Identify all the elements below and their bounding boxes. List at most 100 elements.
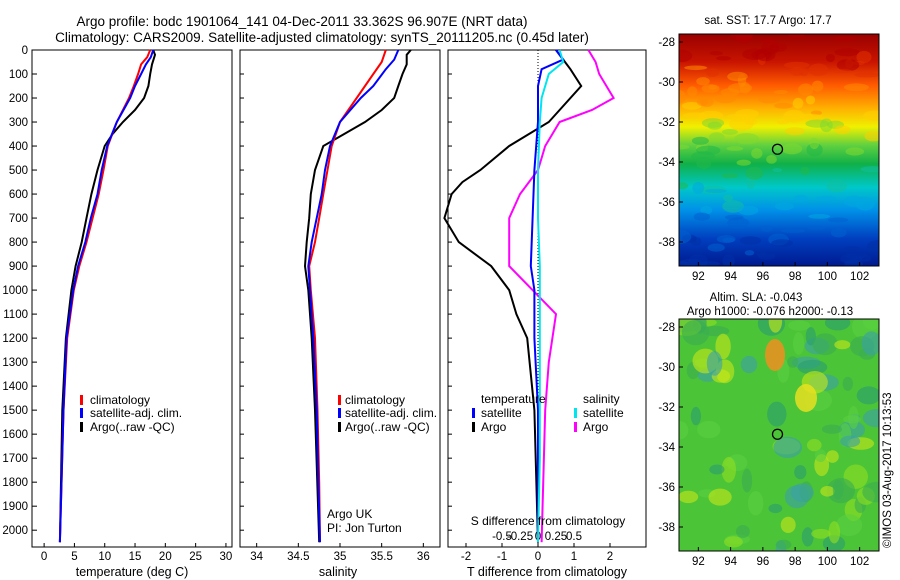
map-x-tick-label: 98: [789, 556, 802, 568]
sla-texture-blob: [801, 527, 814, 547]
map-x-tick-label: 102: [850, 271, 869, 283]
x-tick-label: -1: [497, 551, 507, 563]
x-tick-label: 36: [417, 551, 430, 563]
sla-texture-blob: [828, 521, 841, 544]
depth-tick-label: 500: [9, 165, 28, 177]
sla-map-frame: [678, 318, 880, 552]
sst-texture-blob: [805, 119, 829, 128]
sla-texture-blob: [843, 415, 861, 424]
sst-texture-blob: [783, 109, 805, 123]
legend-swatch-salinity-argo: [574, 422, 577, 432]
sst-texture-blob: [756, 250, 767, 257]
sst-texture-blob: [784, 61, 810, 69]
sst-texture-blob: [758, 96, 780, 104]
sla-map-title-1: Altim. SLA: -0.043: [710, 292, 803, 304]
sla-texture-blob: [824, 319, 851, 331]
sst-texture-blob: [681, 102, 702, 110]
difference-panel-frame: [447, 49, 647, 548]
sst-texture-blob: [679, 258, 702, 266]
sst-texture-blob: [700, 96, 714, 107]
sla-texture-blob: [721, 456, 736, 483]
sst-texture-blob: [863, 110, 879, 121]
sla-map: [679, 319, 879, 551]
sla-texture-blob: [790, 483, 814, 502]
sst-texture-blob: [727, 71, 748, 82]
sst-texture-blob: [716, 56, 732, 61]
sst-texture-blob: [696, 157, 712, 170]
legend-swatch-satellite: [338, 408, 341, 418]
sst-texture-blob: [830, 227, 847, 238]
series-line-satellite: [307, 49, 400, 543]
sst-texture-blob: [700, 205, 713, 215]
sla-texture-blob: [681, 319, 710, 346]
salinity-plot: 34 34.5 35 35.5 36: [250, 49, 430, 563]
sst-texture-blob: [707, 243, 725, 252]
temperature-plot: 0 5 10 15 20 25 30: [41, 49, 233, 563]
legend-label-climatology: climatology: [90, 393, 150, 407]
sla-texture-blob: [773, 436, 802, 458]
sla-texture-blob: [820, 486, 835, 497]
map-x-tick-label: 100: [818, 556, 837, 568]
sst-texture-blob: [816, 195, 837, 202]
sst-texture-blob: [856, 50, 872, 64]
series-line-s-satellite: [537, 49, 565, 543]
sst-texture-blob: [854, 72, 879, 78]
series-line-climatology: [58, 49, 152, 543]
depth-tick-label: 1300: [2, 357, 28, 369]
map-y-tick-label: -30: [658, 77, 675, 89]
map-x-tick-label: 96: [756, 556, 769, 568]
temperature-panel-frame: [31, 49, 233, 548]
x-tick-label: 2: [607, 551, 613, 563]
sla-texture-blob: [706, 351, 723, 376]
s-difference-xlabel: S difference from climatology: [471, 514, 626, 528]
legend-label-salinity-satellite: satellite: [583, 406, 624, 420]
sst-texture-blob: [739, 236, 762, 245]
sst-texture-blob: [834, 48, 860, 57]
sst-texture-blob: [774, 102, 793, 109]
x-tick-label: 30: [220, 551, 233, 563]
sla-texture-blob: [836, 514, 863, 537]
sst-texture-blob: [825, 54, 836, 62]
sst-texture-blob: [709, 132, 725, 142]
sla-high-feature: [765, 339, 785, 371]
depth-tick-label: 1800: [2, 477, 28, 489]
s-tick-label: 0.5: [566, 531, 582, 543]
sst-texture-blob: [735, 109, 759, 119]
sla-texture-blob: [832, 479, 844, 500]
sla-texture-blob: [748, 491, 764, 516]
temperature-legend: climatology satellite-adj. clim. Argo(..…: [80, 393, 182, 434]
sst-texture-blob: [696, 145, 721, 155]
depth-tick-label: 100: [9, 69, 28, 81]
sst-texture-blob: [705, 188, 727, 194]
sla-texture-blob: [812, 333, 838, 356]
sst-texture-blob: [722, 254, 735, 266]
sst-texture-blob: [737, 205, 759, 216]
sst-texture-blob: [785, 127, 805, 136]
sst-texture-blob: [679, 90, 686, 104]
sst-texture-blob: [781, 143, 803, 155]
series-line-s-argo: [508, 49, 615, 543]
legend-swatch-argo: [80, 422, 83, 432]
x-tick-label: -2: [461, 551, 471, 563]
sst-texture-blob: [693, 212, 711, 221]
legend-label-satellite: satellite-adj. clim.: [90, 406, 182, 420]
sla-texture-blob: [690, 406, 702, 426]
series-line-climatology: [308, 49, 387, 543]
sst-texture-blob: [774, 90, 788, 95]
sst-texture-blob: [706, 68, 719, 77]
sst-texture-blob: [828, 217, 849, 223]
depth-tick-label: 2000: [2, 525, 28, 537]
argo-float-marker: [771, 143, 784, 155]
sst-texture-blob: [771, 239, 793, 247]
sst-texture-blob: [679, 144, 690, 150]
map-y-tick-label: -38: [658, 237, 675, 249]
legend-swatch-temperature-argo: [472, 422, 475, 432]
depth-tick-label: 1400: [2, 381, 28, 393]
sst-texture-blob: [772, 168, 783, 173]
legend-label-salinity-argo: Argo: [583, 420, 609, 434]
map-x-tick-label: 96: [756, 271, 769, 283]
map-y-tick-label: -28: [658, 322, 675, 334]
depth-tick-label: 1900: [2, 501, 28, 513]
map-y-tick-label: -36: [658, 482, 675, 494]
